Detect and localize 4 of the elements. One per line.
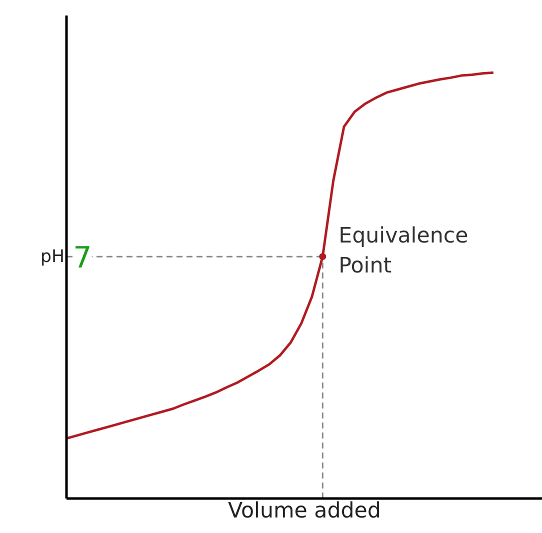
- annotation: 7: [73, 240, 92, 275]
- y-axis-title: pH: [40, 247, 64, 267]
- x-axis-title: Volume added: [228, 498, 381, 524]
- annotation: Equivalence Point: [338, 224, 468, 279]
